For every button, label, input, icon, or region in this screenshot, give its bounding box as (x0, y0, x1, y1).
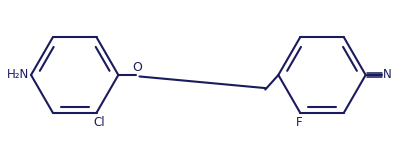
Text: H₂N: H₂N (7, 69, 29, 81)
Text: Cl: Cl (93, 116, 105, 129)
Text: O: O (132, 61, 142, 74)
Text: N: N (382, 69, 390, 81)
Text: F: F (295, 116, 301, 129)
